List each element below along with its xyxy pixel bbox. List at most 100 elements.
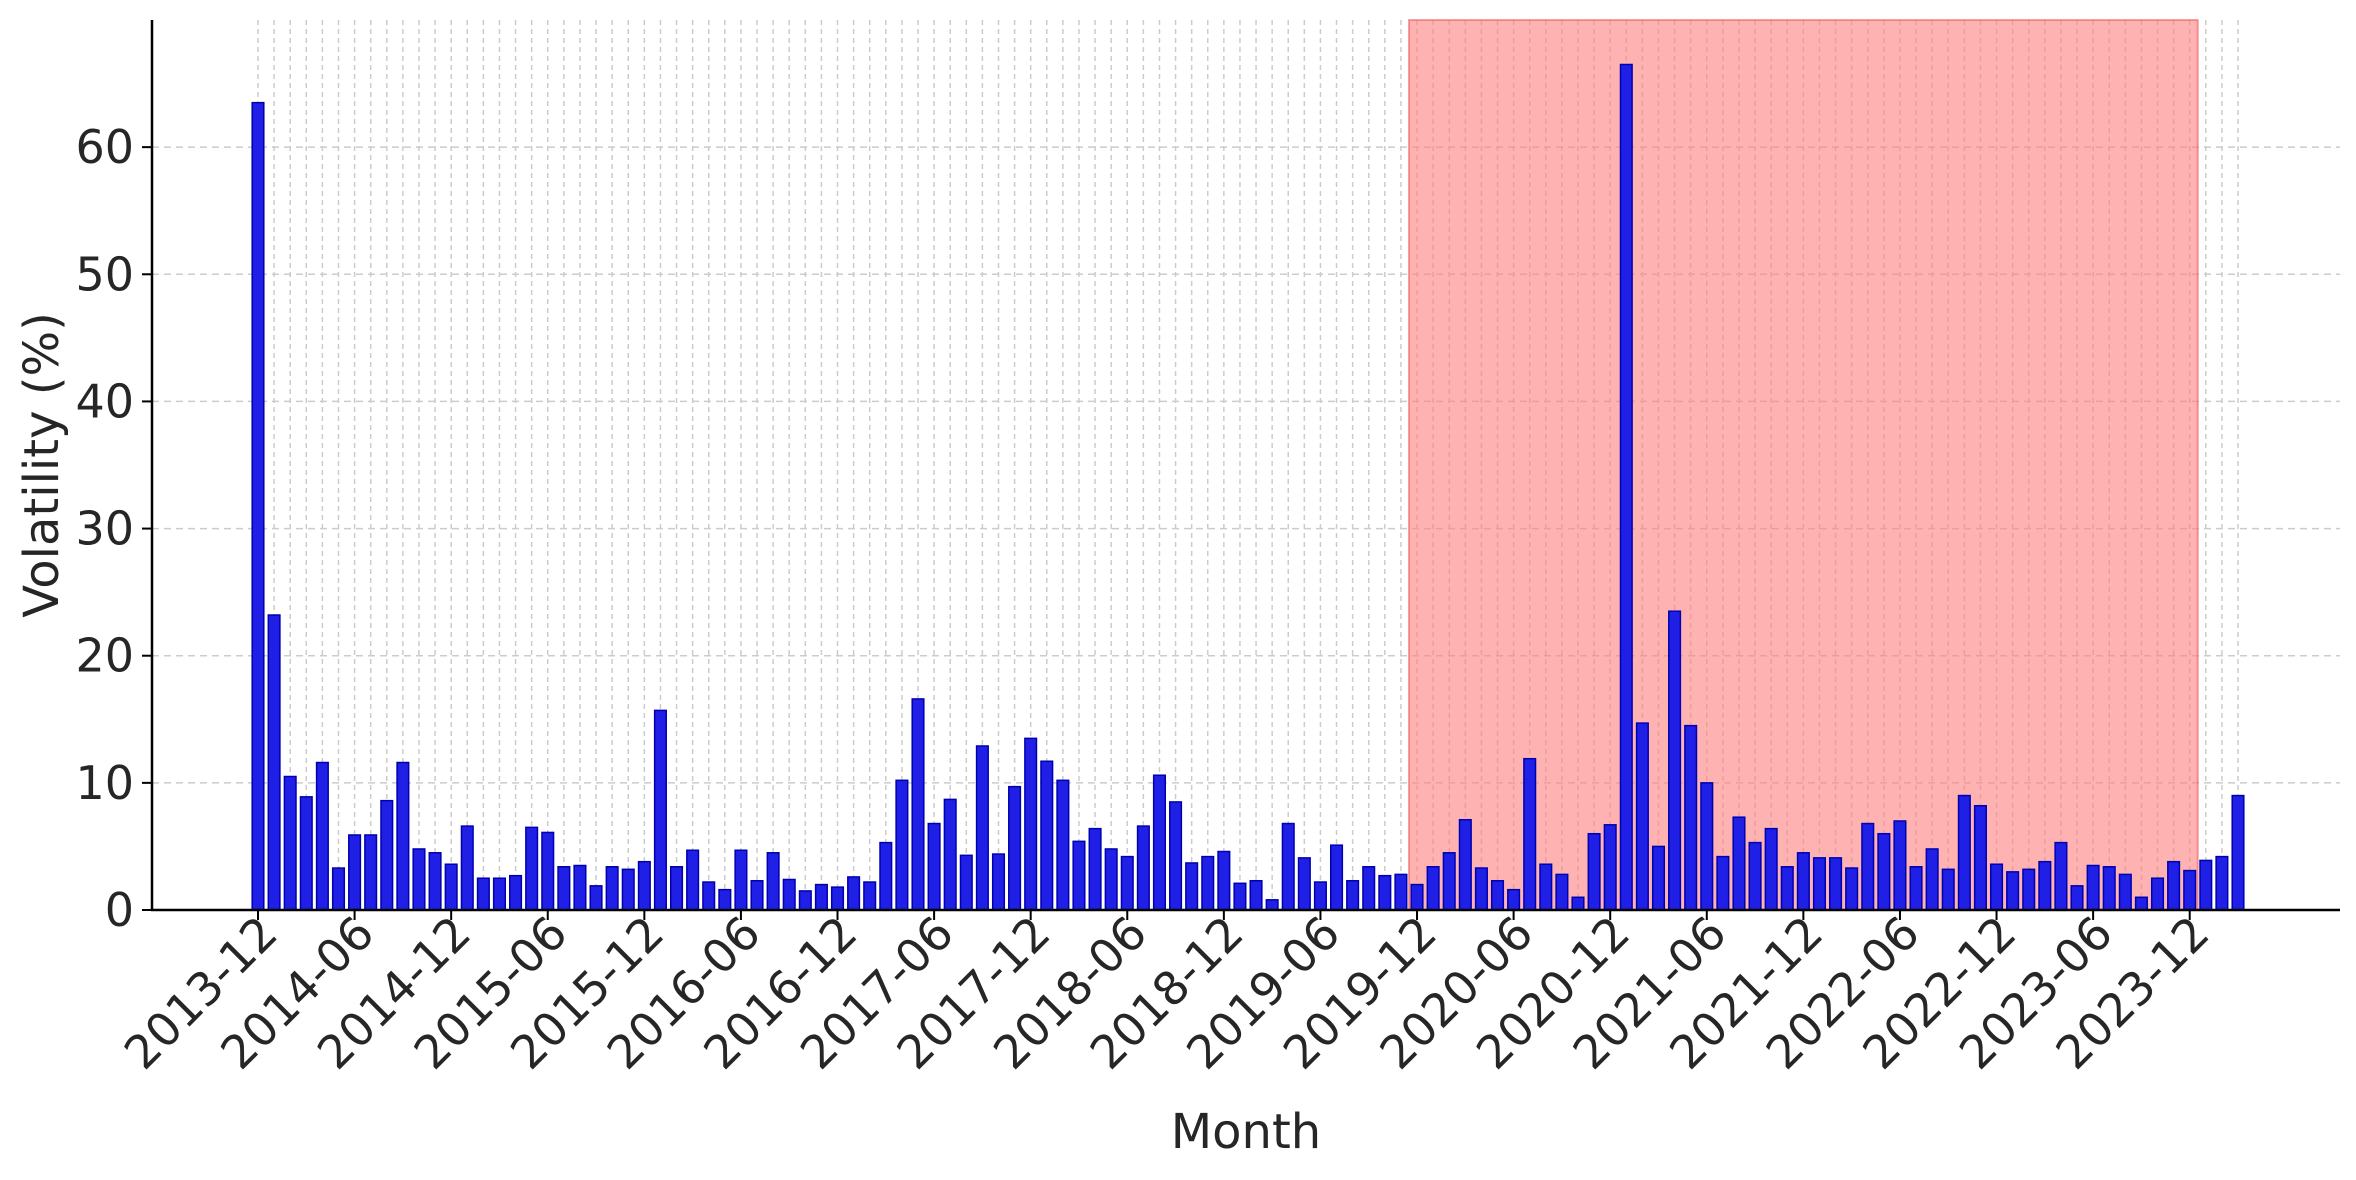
bar [1507, 888, 1521, 911]
bar [847, 876, 861, 911]
bar [1024, 737, 1038, 911]
bar [476, 877, 490, 911]
y-tick-label: 60 [75, 120, 134, 174]
bar [1700, 782, 1714, 911]
bar [2102, 866, 2116, 911]
y-tick-label: 50 [75, 247, 134, 301]
bar [1104, 848, 1118, 911]
bar [798, 890, 812, 911]
bar [1362, 866, 1376, 911]
bar [1812, 857, 1827, 911]
bar [1474, 867, 1488, 911]
bar [573, 864, 587, 911]
bar [1748, 841, 1762, 911]
bar [2070, 885, 2084, 911]
bar [895, 779, 909, 911]
bar [2150, 877, 2165, 911]
bar [1732, 816, 1746, 911]
bar [1458, 818, 1472, 911]
bar [1764, 827, 1778, 911]
bar [2199, 859, 2213, 911]
bar [1297, 857, 1311, 911]
bar [299, 796, 313, 911]
bar [283, 775, 297, 911]
bar [1973, 804, 1987, 911]
bar [412, 848, 426, 911]
highlight-rect [1407, 19, 2199, 911]
bar [1249, 880, 1263, 911]
bar [1780, 866, 1794, 911]
bar [2231, 794, 2245, 911]
bar [863, 881, 877, 911]
bar [1571, 896, 1585, 911]
highlight-region [1407, 19, 2199, 911]
bar [814, 883, 828, 911]
bar [460, 825, 474, 911]
bar [1845, 867, 1859, 911]
bar [1008, 785, 1022, 911]
bar [541, 831, 555, 911]
bar [589, 885, 603, 911]
bar [1088, 827, 1102, 911]
bar [525, 826, 539, 911]
bar [943, 798, 957, 911]
bar [991, 853, 1006, 911]
bar [1185, 862, 1199, 911]
bar [1989, 863, 2004, 911]
bar [605, 866, 619, 911]
bar [1120, 855, 1134, 911]
bar [315, 761, 329, 911]
bar [1265, 899, 1279, 911]
bar [331, 867, 346, 911]
bar [251, 101, 265, 911]
bar [267, 614, 281, 911]
bar [1442, 852, 1456, 911]
bar [734, 849, 748, 911]
bar [509, 874, 523, 911]
bar [364, 834, 378, 911]
bar [1378, 874, 1392, 911]
bar [1877, 832, 1891, 911]
bar [1394, 873, 1408, 911]
bar [396, 761, 410, 911]
y-axis-title: Volatility (%) [14, 312, 70, 618]
bar [879, 841, 893, 911]
bar [750, 880, 764, 911]
bar [2183, 869, 2197, 911]
bar [444, 863, 458, 911]
y-tick-label: 10 [75, 756, 134, 810]
bar [2022, 868, 2036, 911]
bar [686, 849, 700, 911]
bar [2167, 860, 2181, 911]
bar [1893, 820, 1907, 911]
bar [1587, 832, 1601, 911]
bar [2006, 871, 2020, 911]
bar [1603, 824, 1617, 911]
bar [1925, 848, 1939, 911]
bar [2086, 864, 2100, 911]
axes [150, 20, 2340, 912]
bar [2134, 896, 2148, 911]
bar [1201, 855, 1215, 911]
y-tick-label: 0 [105, 883, 134, 937]
bar [1410, 883, 1424, 911]
bar [2054, 841, 2068, 911]
bar [1281, 822, 1295, 911]
bar [1233, 882, 1247, 911]
bar [1684, 724, 1698, 911]
bar [1829, 857, 1843, 911]
bar [1169, 801, 1183, 911]
bar [1152, 774, 1167, 911]
bar [1217, 850, 1231, 911]
bar [1040, 760, 1054, 911]
bar [557, 866, 571, 911]
bar [669, 866, 684, 911]
bar [1346, 880, 1360, 911]
y-tick-label: 20 [75, 629, 134, 683]
bar [830, 886, 845, 911]
bar [637, 860, 651, 911]
bar [2215, 855, 2229, 911]
bar [911, 698, 925, 911]
bar [1941, 868, 1955, 911]
bar [1957, 794, 1971, 911]
